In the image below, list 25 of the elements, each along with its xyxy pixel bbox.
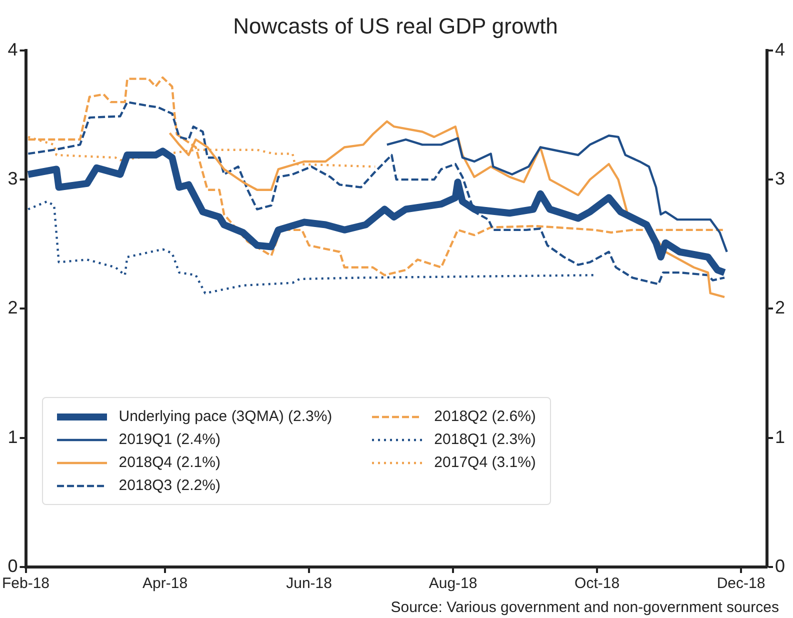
y-tick-label: 3: [8, 168, 18, 189]
y-tick-label: 0: [8, 556, 18, 576]
legend-label: 2019Q1 (2.4%): [118, 431, 220, 448]
y2-tick-label: 2: [774, 298, 786, 318]
legend-label: 2018Q3 (2.2%): [118, 477, 220, 494]
chart-title: Nowcasts of US real GDP growth: [233, 13, 558, 38]
source-note: Source: Various government and non-government sources: [390, 599, 779, 616]
legend-label: 2018Q1 (2.3%): [434, 431, 536, 448]
x-tick-label: Aug-18: [428, 575, 478, 592]
y2-tick-label: 4: [774, 39, 786, 60]
y-tick-label: 1: [8, 426, 18, 447]
y2-tick-label: 0: [774, 556, 786, 576]
x-tick-label: Feb-18: [2, 575, 50, 592]
legend-label: 2017Q4 (3.1%): [434, 454, 536, 471]
y2-tick-label: 1: [774, 426, 786, 447]
x-tick-label: Apr-18: [142, 575, 188, 592]
legend-label: 2018Q2 (2.6%): [434, 408, 536, 425]
legend-label: Underlying pace (3QMA) (2.3%): [118, 408, 332, 425]
x-tick-label: Dec-18: [716, 575, 766, 592]
y2-tick-label: 3: [774, 168, 786, 189]
y-tick-label: 4: [8, 39, 18, 60]
x-tick-label: Jun-18: [286, 575, 332, 592]
legend-label: 2018Q4 (2.1%): [118, 454, 220, 471]
x-tick-label: Oct-18: [574, 575, 620, 592]
y-tick-label: 2: [8, 298, 18, 318]
